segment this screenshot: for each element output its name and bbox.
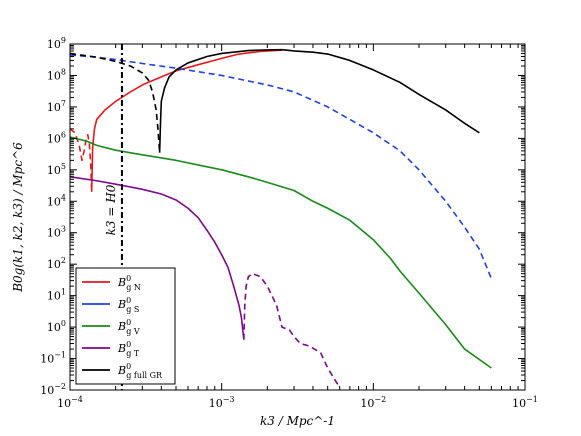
series-3-solid-line-1 xyxy=(70,136,492,369)
x-tick-label: 10−3 xyxy=(209,395,235,410)
y-tick-label: 108 xyxy=(47,67,66,82)
series-4-solid-line-1 xyxy=(70,176,245,340)
y-tick-label: 109 xyxy=(47,36,66,51)
annotation-label: k3 = H0 xyxy=(104,184,118,235)
y-tick-label: 105 xyxy=(47,162,66,177)
x-axis-label: k3 / Mpc^-1 xyxy=(260,414,335,428)
series-layer xyxy=(70,48,493,388)
x-tick-label: 10−4 xyxy=(57,395,83,410)
y-tick-label: 104 xyxy=(47,193,66,208)
y-tick-label: 102 xyxy=(47,256,66,271)
y-tick-label: 100 xyxy=(47,319,66,334)
annotation-layer: k3 = H0 xyxy=(104,44,123,390)
y-tick-label: 101 xyxy=(47,288,66,303)
legend: B0 g NB0 g SB0 g VB0 g TB0 g full GR xyxy=(75,267,176,385)
y-tick-label: 107 xyxy=(47,99,66,114)
series-5-dashed-line-1 xyxy=(70,52,161,153)
y-axis-label: B0g(k1, k2, k3) / Mpc^6 xyxy=(11,142,25,293)
series-2-dashed-line-1 xyxy=(70,54,493,279)
plot-frame xyxy=(69,43,526,391)
y-tick-label: 103 xyxy=(47,225,66,240)
series-5 xyxy=(70,48,480,153)
x-tick-label: 10−1 xyxy=(512,395,538,410)
series-2 xyxy=(70,54,493,279)
x-tick-label: 10−2 xyxy=(360,395,386,410)
y-tick-label: 10−2 xyxy=(40,382,66,397)
y-tick-label: 10−1 xyxy=(40,351,66,366)
series-1-solid-line-2 xyxy=(90,49,283,192)
series-4 xyxy=(70,176,341,388)
y-tick-label: 106 xyxy=(47,130,66,145)
series-5-solid-line-2 xyxy=(158,48,480,153)
series-1 xyxy=(70,49,283,192)
series-3 xyxy=(70,136,492,369)
series-4-dashed-line-2 xyxy=(243,272,341,388)
